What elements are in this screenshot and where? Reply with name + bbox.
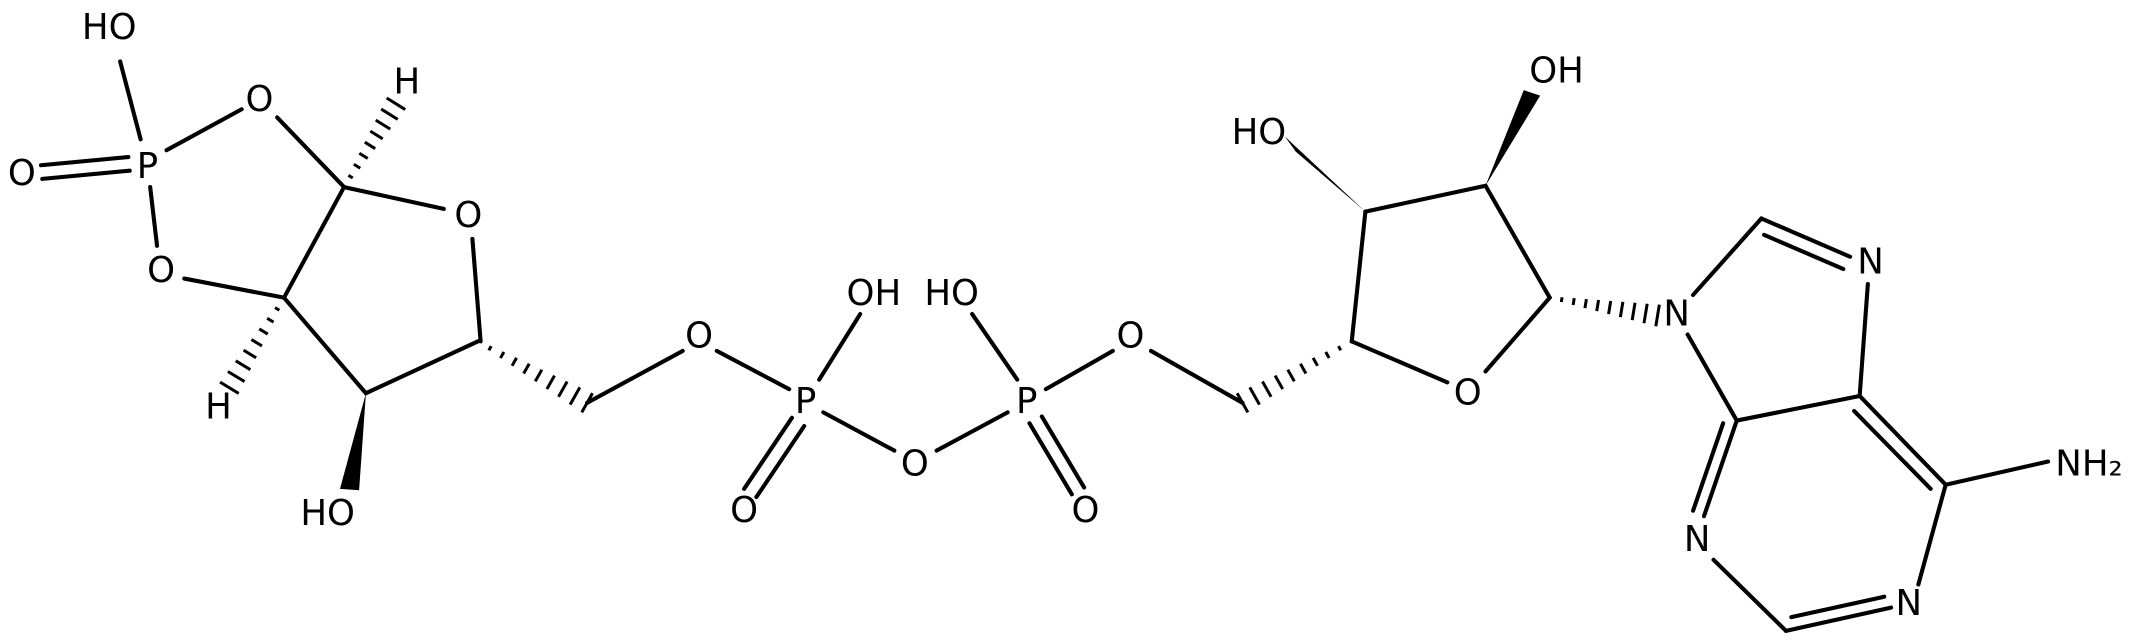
hash bbox=[1654, 304, 1661, 327]
hash bbox=[258, 327, 269, 336]
hash bbox=[510, 357, 518, 367]
hash bbox=[250, 338, 263, 348]
atom: HO bbox=[300, 493, 355, 534]
atom: O bbox=[147, 250, 175, 291]
hash bbox=[1324, 351, 1331, 359]
hash bbox=[545, 374, 556, 390]
hash bbox=[234, 359, 252, 371]
atom: O bbox=[730, 490, 758, 531]
atom: O bbox=[685, 315, 713, 356]
hash bbox=[1559, 297, 1564, 303]
hash bbox=[580, 392, 594, 414]
atom: N bbox=[1857, 242, 1884, 283]
hash bbox=[358, 151, 369, 160]
atom: HO bbox=[1232, 112, 1287, 153]
hash bbox=[1630, 302, 1637, 321]
atom: P bbox=[137, 146, 158, 187]
atom: H bbox=[205, 386, 232, 427]
hash bbox=[1607, 300, 1613, 315]
hash bbox=[364, 140, 377, 150]
hash bbox=[1595, 299, 1601, 312]
hash bbox=[219, 380, 240, 395]
hash bbox=[499, 351, 506, 359]
hash bbox=[347, 174, 354, 180]
atom: NH₂ bbox=[2055, 444, 2122, 485]
hash bbox=[1583, 298, 1588, 309]
hash bbox=[1571, 297, 1576, 306]
atom: N bbox=[1896, 583, 1923, 624]
hash bbox=[274, 306, 281, 312]
bonds bbox=[38, 59, 2051, 633]
atom: O bbox=[8, 153, 36, 194]
hash bbox=[242, 348, 257, 360]
atom: O bbox=[901, 444, 929, 485]
hash bbox=[1273, 374, 1285, 390]
hash bbox=[1261, 380, 1273, 398]
hash bbox=[1618, 301, 1625, 318]
hash bbox=[1286, 368, 1296, 383]
atom: O bbox=[454, 195, 482, 236]
hash bbox=[266, 316, 275, 324]
hash bbox=[1337, 345, 1343, 352]
hash bbox=[568, 386, 582, 406]
hash bbox=[487, 345, 493, 352]
atom: P bbox=[795, 381, 816, 422]
atom: O bbox=[1072, 490, 1100, 531]
hash bbox=[1642, 303, 1649, 324]
atom: N bbox=[1684, 519, 1711, 560]
hash bbox=[557, 380, 569, 398]
hash bbox=[353, 162, 362, 170]
hash bbox=[227, 370, 246, 383]
atom: O bbox=[1454, 373, 1482, 414]
atom: H bbox=[394, 61, 421, 102]
atom: O bbox=[1117, 315, 1145, 356]
atom: O bbox=[245, 79, 273, 120]
hash bbox=[1311, 357, 1319, 367]
hash bbox=[533, 368, 544, 383]
atom-labels: HO P O O O H H O HO O OH P O O HO P O O … bbox=[8, 7, 2123, 624]
hash bbox=[522, 363, 531, 375]
atom: N bbox=[1663, 294, 1690, 335]
atom: P bbox=[1016, 381, 1037, 422]
hash bbox=[1248, 386, 1261, 406]
hash bbox=[1235, 392, 1250, 414]
atom: OH bbox=[847, 273, 902, 314]
atom: HO bbox=[82, 7, 137, 48]
hash bbox=[374, 118, 392, 131]
hash bbox=[385, 96, 407, 111]
atom: OH bbox=[1529, 51, 1584, 92]
atom: HO bbox=[924, 273, 979, 314]
hash bbox=[1299, 363, 1308, 375]
hash bbox=[369, 129, 384, 141]
hashed-wedges bbox=[219, 96, 1661, 414]
hash bbox=[380, 107, 399, 121]
